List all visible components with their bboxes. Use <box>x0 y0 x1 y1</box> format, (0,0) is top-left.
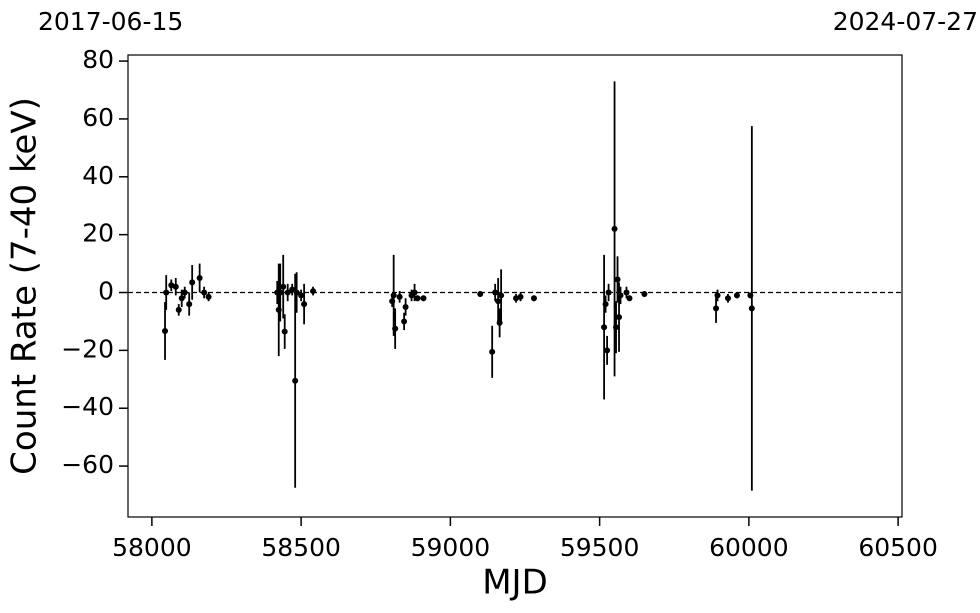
data-point <box>602 301 609 308</box>
y-tick-label: −20 <box>61 334 114 363</box>
data-point <box>396 293 403 300</box>
data-point <box>205 293 212 300</box>
y-tick-label: 80 <box>82 45 114 74</box>
data-point <box>477 290 484 297</box>
data-point <box>623 289 630 296</box>
data-point <box>401 318 408 325</box>
data-point <box>301 301 308 308</box>
data-point <box>293 289 300 296</box>
x-tick-label: 58000 <box>112 533 192 562</box>
data-point <box>414 295 421 302</box>
data-point <box>611 225 618 232</box>
x-tick-label: 60000 <box>709 533 789 562</box>
y-tick-label: 40 <box>82 161 114 190</box>
y-tick-label: 20 <box>82 219 114 248</box>
data-point <box>605 289 612 296</box>
y-tick-label: −60 <box>61 450 114 479</box>
data-point <box>724 295 731 302</box>
data-point <box>289 286 296 293</box>
x-tick-label: 58500 <box>261 533 341 562</box>
data-point <box>604 347 611 354</box>
data-point <box>713 305 720 312</box>
data-point <box>489 348 496 355</box>
data-point <box>390 292 397 299</box>
data-point <box>298 292 305 299</box>
x-tick-label: 59500 <box>560 533 640 562</box>
data-point <box>280 283 287 290</box>
data-point <box>492 289 499 296</box>
data-point <box>411 289 418 296</box>
data-point <box>402 303 409 310</box>
data-point <box>292 377 299 384</box>
data-point <box>310 288 317 295</box>
data-point <box>714 292 721 299</box>
data-point <box>162 327 169 334</box>
y-tick-label: −40 <box>61 392 114 421</box>
data-point <box>196 275 203 282</box>
data-point <box>277 289 284 296</box>
data-point <box>530 295 537 302</box>
x-tick-label: 60500 <box>858 533 938 562</box>
data-point <box>189 279 196 286</box>
data-point <box>748 305 755 312</box>
x-tick-label: 59000 <box>411 533 491 562</box>
y-tick-label: 60 <box>82 103 114 132</box>
plot-frame <box>127 54 903 518</box>
data-point <box>178 295 185 302</box>
data-point <box>284 289 291 296</box>
y-axis-label: Count Rate (7-40 keV) <box>5 97 45 475</box>
data-point <box>163 289 170 296</box>
data-point <box>733 292 740 299</box>
data-point <box>614 276 621 283</box>
data-point <box>495 298 502 305</box>
data-point <box>172 283 179 290</box>
start-date-label: 2017-06-15 <box>38 7 183 36</box>
end-date-label: 2024-07-27 <box>833 7 978 36</box>
y-tick-label: 0 <box>98 277 114 306</box>
data-point <box>186 301 193 308</box>
data-point <box>626 295 633 302</box>
data-point <box>420 295 427 302</box>
data-point <box>617 292 624 299</box>
data-point <box>616 314 623 321</box>
data-point <box>201 289 208 296</box>
data-point <box>175 306 182 313</box>
data-point <box>498 292 505 299</box>
data-point <box>181 289 188 296</box>
data-point <box>517 293 524 300</box>
data-point <box>281 328 288 335</box>
data-point <box>613 324 620 331</box>
data-point <box>641 290 648 297</box>
data-point <box>392 325 399 332</box>
x-axis-label: MJD <box>482 563 548 603</box>
data-point <box>601 324 608 331</box>
